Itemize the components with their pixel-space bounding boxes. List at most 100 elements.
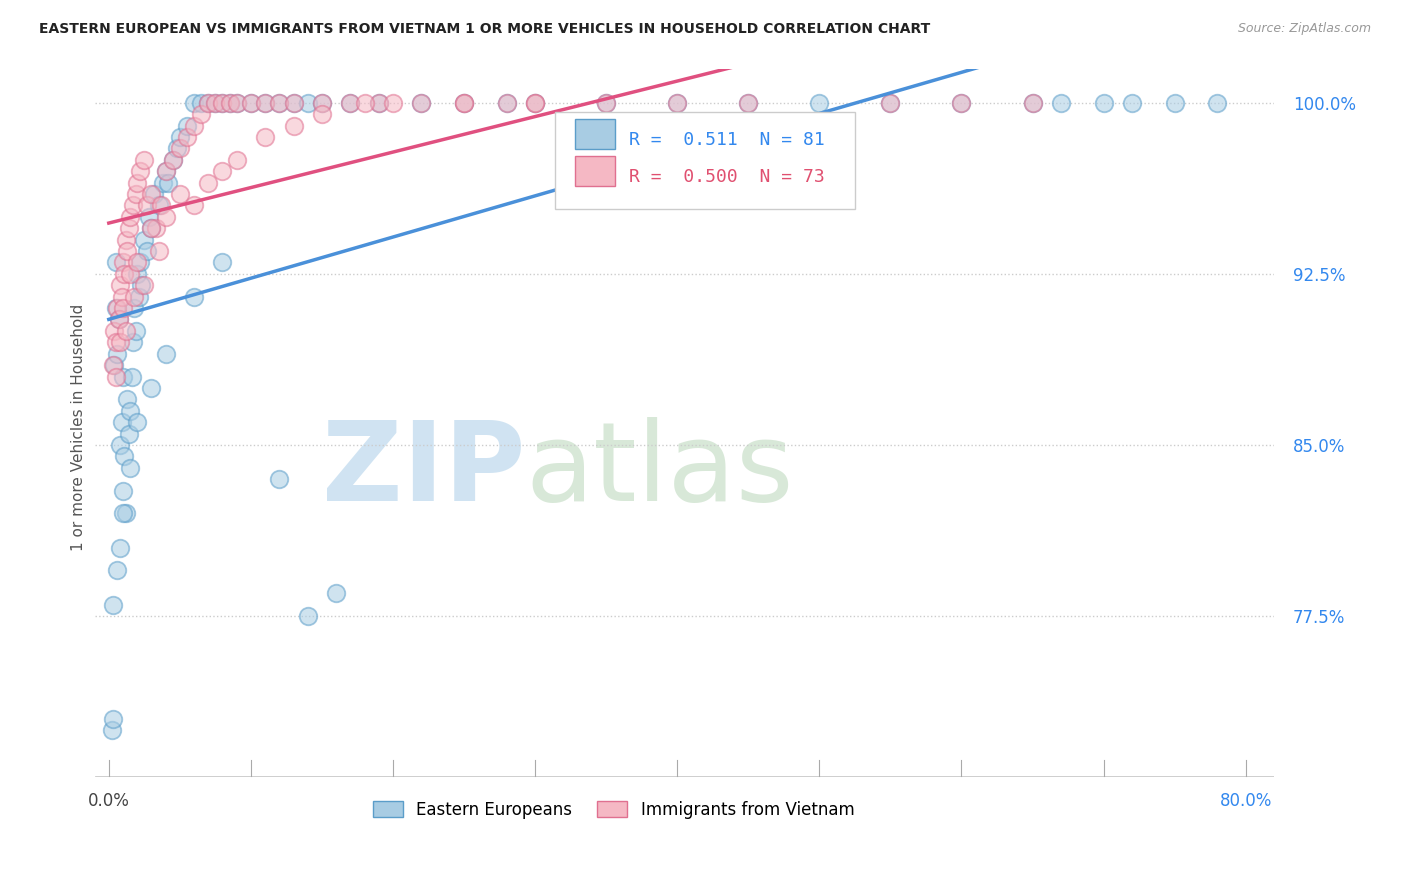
Point [169,141,191,155]
Point [131,278,153,293]
Point [148,244,170,258]
Point [115,324,138,338]
Point [125,324,148,338]
Text: Source: ZipAtlas.com: Source: ZipAtlas.com [1237,22,1371,36]
Point [183,290,205,304]
Point [155,164,177,178]
Point [197,95,219,110]
Point [124,301,146,315]
Point [524,95,547,110]
Point [211,255,233,269]
Point [101,358,124,372]
Point [225,95,247,110]
Point [225,95,247,110]
Point [176,119,198,133]
Point [190,107,212,121]
Point [103,358,125,372]
Y-axis label: 1 or more Vehicles in Household: 1 or more Vehicles in Household [72,304,86,551]
Point [122,335,145,350]
Point [325,586,347,600]
Point [110,290,132,304]
Point [136,198,159,212]
Point [105,563,128,577]
Point [107,312,129,326]
Point [737,95,759,110]
Point [120,403,142,417]
Point [311,107,333,121]
Point [120,460,142,475]
Point [134,153,156,167]
Point [225,153,247,167]
Point [108,438,131,452]
Point [176,130,198,145]
Point [254,95,277,110]
Point [155,347,177,361]
Text: R =  0.500  N = 73: R = 0.500 N = 73 [628,168,825,186]
Point [148,198,170,212]
Point [117,392,139,407]
Point [411,95,433,110]
Point [254,130,277,145]
Point [129,255,152,269]
Text: 80.0%: 80.0% [1219,792,1272,810]
Point [120,267,142,281]
Point [183,95,205,110]
FancyBboxPatch shape [575,119,614,149]
Text: EASTERN EUROPEAN VS IMMIGRANTS FROM VIETNAM 1 OR MORE VEHICLES IN HOUSEHOLD CORR: EASTERN EUROPEAN VS IMMIGRANTS FROM VIET… [39,22,931,37]
Point [353,95,375,110]
Point [666,95,689,110]
Point [297,95,319,110]
Point [169,186,191,201]
Point [495,95,517,110]
Point [101,598,124,612]
Point [103,324,125,338]
Point [105,301,128,315]
Point [1021,95,1043,110]
Point [104,335,127,350]
Point [107,312,129,326]
Point [111,255,134,269]
Point [737,95,759,110]
Point [143,186,166,201]
FancyBboxPatch shape [575,156,614,186]
Point [108,278,131,293]
Point [124,290,146,304]
Point [367,95,389,110]
Point [339,95,361,110]
Point [128,290,150,304]
Point [808,95,831,110]
Point [111,507,134,521]
Point [311,95,333,110]
Point [111,369,134,384]
Point [118,426,141,441]
Text: ZIP: ZIP [322,417,524,524]
Point [218,95,240,110]
Point [204,95,226,110]
Point [311,95,333,110]
Point [141,186,163,201]
Point [283,95,305,110]
Point [453,95,475,110]
Point [254,95,277,110]
Point [239,95,262,110]
Point [211,164,233,178]
Point [127,267,149,281]
Point [269,95,291,110]
Point [524,95,547,110]
Point [134,233,156,247]
Point [100,723,122,738]
Point [269,472,291,486]
Point [162,153,184,167]
Point [283,95,305,110]
Point [111,301,134,315]
Point [1163,95,1185,110]
Point [129,164,152,178]
Point [157,176,180,190]
Point [495,95,517,110]
FancyBboxPatch shape [554,112,855,209]
Legend: Eastern Europeans, Immigrants from Vietnam: Eastern Europeans, Immigrants from Vietn… [366,794,860,826]
Point [105,347,128,361]
Point [1021,95,1043,110]
Point [169,130,191,145]
Point [104,369,127,384]
